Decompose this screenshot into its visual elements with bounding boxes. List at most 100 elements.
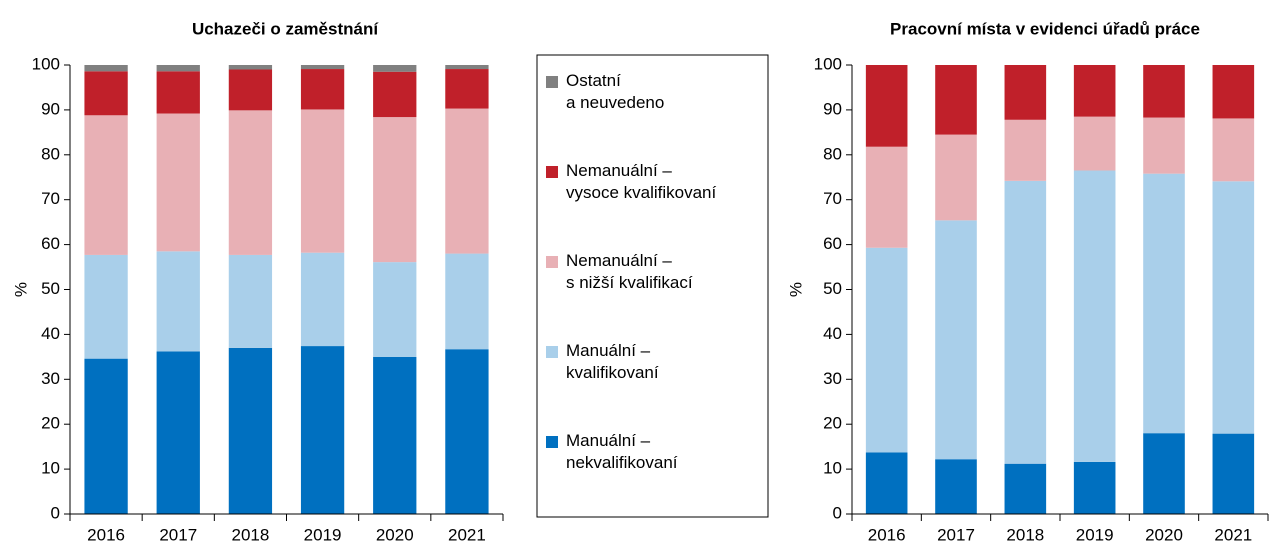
y-tick-label: 10	[41, 459, 60, 478]
y-tick-label: 0	[51, 503, 60, 522]
bar-segment	[445, 108, 489, 254]
bar-segment	[156, 113, 200, 252]
x-tick-label: 2018	[232, 525, 270, 544]
y-tick-label: 90	[41, 99, 60, 118]
bar-segment	[228, 65, 273, 70]
legend-swatch	[546, 166, 558, 178]
bar-segment	[935, 134, 977, 221]
bar-segment	[1212, 181, 1255, 434]
bar-segment	[373, 71, 417, 118]
y-tick-label: 40	[41, 324, 60, 343]
legend-swatch	[546, 76, 558, 88]
bar-segment	[1143, 117, 1185, 174]
y-tick-label: 80	[41, 144, 60, 163]
x-tick-label: 2016	[87, 525, 125, 544]
bar-segment	[1004, 463, 1047, 514]
y-tick-label: 80	[823, 144, 842, 163]
y-tick-label: 30	[41, 369, 60, 388]
bar-segment	[300, 65, 345, 70]
bar-segment	[1073, 65, 1116, 117]
bar-segment	[1143, 173, 1185, 434]
bar-segment	[228, 254, 273, 348]
y-tick-label: 70	[41, 189, 60, 208]
bar-segment	[228, 69, 273, 111]
bar-segment	[84, 71, 128, 116]
bar-segment	[1004, 180, 1047, 464]
y-tick-label: 40	[823, 324, 842, 343]
bar-segment	[1212, 65, 1255, 119]
legend-label: Manuální – nekvalifikovaní	[566, 431, 678, 472]
bar-segment	[373, 356, 417, 514]
bar-segment	[1143, 433, 1185, 514]
bar-segment	[1004, 65, 1047, 120]
bar-segment	[445, 349, 489, 514]
bar-segment	[373, 65, 417, 72]
bar-segment	[300, 346, 345, 514]
y-tick-label: 60	[41, 234, 60, 253]
bar-segment	[84, 115, 128, 255]
bar-segment	[1212, 433, 1255, 514]
bar-segment	[156, 71, 200, 114]
bar-segment	[84, 65, 128, 72]
x-tick-label: 2017	[159, 525, 197, 544]
legend-swatch	[546, 436, 558, 448]
legend-label: Nemanuální – s nižší kvalifikací	[566, 251, 693, 292]
x-tick-label: 2021	[1214, 525, 1252, 544]
bar-segment	[1143, 65, 1185, 118]
legend-swatch	[546, 256, 558, 268]
y-tick-label: 50	[41, 279, 60, 298]
y-axis-label: %	[11, 282, 30, 297]
bar-segment	[1073, 170, 1116, 462]
x-tick-label: 2016	[868, 525, 906, 544]
bar-segment	[300, 69, 345, 110]
y-tick-label: 20	[41, 414, 60, 433]
bar-segment	[373, 262, 417, 357]
y-tick-label: 20	[823, 414, 842, 433]
legend-label: Nemanuální – vysoce kvalifikovaní	[566, 161, 717, 202]
bar-segment	[1073, 116, 1116, 171]
bar-segment	[1073, 461, 1116, 514]
bar-segment	[156, 351, 200, 514]
chart-title: Uchazeči o zaměstnání	[192, 19, 379, 38]
bar-segment	[445, 253, 489, 350]
y-tick-label: 60	[823, 234, 842, 253]
y-tick-label: 0	[833, 503, 842, 522]
bar-segment	[445, 65, 489, 70]
chart-title: Pracovní místa v evidenci úřadů práce	[890, 19, 1200, 38]
legend-label: Manuální – kvalifikovaní	[566, 341, 659, 382]
legend-label: Ostatní a neuvedeno	[566, 71, 664, 112]
bar-segment	[865, 146, 908, 248]
bar-segment	[84, 358, 128, 514]
x-tick-label: 2021	[448, 525, 486, 544]
bar-segment	[935, 220, 977, 460]
bar-segment	[373, 117, 417, 263]
bar-segment	[156, 65, 200, 72]
bar-segment	[300, 109, 345, 253]
bar-segment	[865, 65, 908, 147]
x-tick-label: 2020	[1145, 525, 1183, 544]
legend-box	[536, 54, 769, 518]
y-tick-label: 100	[814, 54, 842, 73]
bar-segment	[156, 251, 200, 352]
legend-swatch	[546, 346, 558, 358]
x-tick-label: 2019	[1076, 525, 1114, 544]
bar-segment	[300, 252, 345, 347]
bar-segment	[84, 254, 128, 359]
y-tick-label: 70	[823, 189, 842, 208]
x-tick-label: 2018	[1006, 525, 1044, 544]
y-tick-label: 100	[32, 54, 60, 73]
x-tick-label: 2017	[937, 525, 975, 544]
bar-segment	[865, 247, 908, 453]
y-tick-label: 50	[823, 279, 842, 298]
bar-segment	[1004, 119, 1047, 181]
bar-segment	[935, 65, 977, 135]
y-tick-label: 10	[823, 459, 842, 478]
y-axis-label: %	[786, 282, 805, 297]
bar-segment	[1212, 118, 1255, 182]
bar-segment	[228, 110, 273, 255]
y-tick-label: 90	[823, 99, 842, 118]
bar-segment	[935, 459, 977, 514]
bar-segment	[228, 347, 273, 514]
x-tick-label: 2019	[304, 525, 342, 544]
